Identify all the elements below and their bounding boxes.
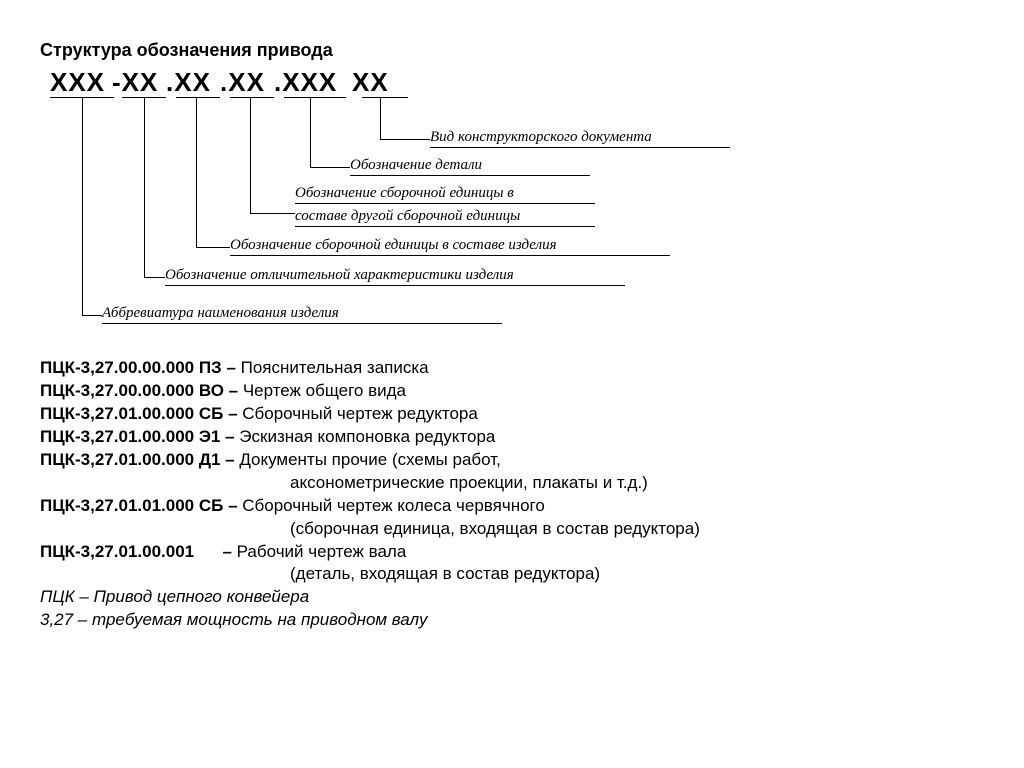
doc-desc: Рабочий чертеж вала bbox=[237, 542, 407, 561]
doc-entry: ПЦК-3,27.01.00.000 Э1 – Эскизная компоно… bbox=[40, 426, 984, 449]
pattern-segment: .ХХ bbox=[166, 67, 211, 98]
doc-desc: Сборочный чертеж редуктора bbox=[242, 404, 478, 423]
bracket-label: Обозначение сборочной единицы в составе … bbox=[230, 237, 670, 260]
bracket-vline bbox=[144, 97, 145, 277]
pattern-underline bbox=[176, 97, 220, 98]
doc-desc: Сборочный чертеж колеса червячного bbox=[242, 496, 545, 515]
doc-code: ПЦК-3,27.01.00.001 bbox=[40, 542, 194, 561]
doc-code: ПЦК-3,27.01.00.000 СБ bbox=[40, 404, 223, 423]
doc-code: ПЦК-3,27.01.01.000 СБ bbox=[40, 496, 223, 515]
footnotes: ПЦК – Привод цепного конвейера3,27 – тре… bbox=[40, 586, 984, 632]
footnote: ПЦК – Привод цепного конвейера bbox=[40, 586, 984, 609]
doc-code: ПЦК-3,27.01.00.000 Д1 bbox=[40, 450, 220, 469]
doc-desc-cont: (сборочная единица, входящая в состав ре… bbox=[40, 518, 984, 541]
dash: – bbox=[223, 404, 242, 423]
document-list: ПЦК-3,27.00.00.000 ПЗ – Пояснительная за… bbox=[40, 357, 984, 586]
designation-diagram: ХХХ-ХХ .ХХ .ХХ .ХХХ ХХ Вид конструкторского … bbox=[40, 67, 940, 347]
doc-desc: Чертеж общего вида bbox=[243, 381, 406, 400]
dash: – bbox=[223, 496, 242, 515]
pattern-underline bbox=[284, 97, 346, 98]
bracket-hline bbox=[196, 247, 230, 248]
pattern-segment: -ХХ bbox=[112, 67, 158, 98]
page-title: Структура обозначения привода bbox=[40, 40, 984, 61]
doc-code: ПЦК-3,27.01.00.000 Э1 bbox=[40, 427, 220, 446]
doc-code: ПЦК-3,27.00.00.000 ПЗ bbox=[40, 358, 222, 377]
doc-entry: ПЦК-3,27.01.00.001 – Рабочий чертеж вала bbox=[40, 541, 984, 564]
doc-entry: ПЦК-3,27.00.00.000 ПЗ – Пояснительная за… bbox=[40, 357, 984, 380]
dash: – bbox=[222, 358, 241, 377]
doc-desc-cont: аксонометрические проекции, плакаты и т.… bbox=[40, 472, 984, 495]
doc-desc-cont: (деталь, входящая в состав редуктора) bbox=[40, 563, 984, 586]
doc-code: ПЦК-3,27.00.00.000 ВО bbox=[40, 381, 224, 400]
bracket-vline bbox=[82, 97, 83, 315]
bracket-label: Обозначение отличительной характеристики… bbox=[165, 267, 625, 290]
pattern-segment: ХХ bbox=[352, 67, 389, 98]
pattern-underline bbox=[362, 97, 408, 98]
doc-entry: ПЦК-3,27.01.00.000 Д1 – Документы прочие… bbox=[40, 449, 984, 472]
bracket-label: Обозначение сборочной единицы всоставе д… bbox=[295, 185, 595, 231]
bracket-vline bbox=[380, 97, 381, 139]
pattern-underline bbox=[230, 97, 274, 98]
pattern-segment: ХХХ bbox=[50, 67, 105, 98]
dash: – bbox=[220, 450, 239, 469]
doc-desc: Эскизная компоновка редуктора bbox=[239, 427, 495, 446]
pattern-segment: .ХХ bbox=[220, 67, 265, 98]
bracket-hline bbox=[82, 315, 102, 316]
doc-entry: ПЦК-3,27.00.00.000 ВО – Чертеж общего ви… bbox=[40, 380, 984, 403]
bracket-label: Обозначение детали bbox=[350, 157, 590, 180]
bracket-vline bbox=[310, 97, 311, 167]
doc-entry: ПЦК-3,27.01.01.000 СБ – Сборочный чертеж… bbox=[40, 495, 984, 518]
dash: – bbox=[220, 427, 239, 446]
bracket-hline bbox=[250, 213, 295, 214]
dash: – bbox=[194, 542, 237, 561]
bracket-label: Вид конструкторского документа bbox=[430, 129, 730, 152]
dash: – bbox=[224, 381, 243, 400]
footnote: 3,27 – требуемая мощность на приводном в… bbox=[40, 609, 984, 632]
doc-desc: Документы прочие (схемы работ, bbox=[239, 450, 501, 469]
bracket-hline bbox=[380, 139, 430, 140]
doc-entry: ПЦК-3,27.01.00.000 СБ – Сборочный чертеж… bbox=[40, 403, 984, 426]
pattern-segment: .ХХХ bbox=[274, 67, 337, 98]
bracket-vline bbox=[196, 97, 197, 247]
bracket-vline bbox=[250, 97, 251, 213]
bracket-hline bbox=[310, 167, 350, 168]
bracket-hline bbox=[144, 277, 165, 278]
bracket-label: Аббревиатура наименования изделия bbox=[102, 305, 502, 328]
doc-desc: Пояснительная записка bbox=[241, 358, 429, 377]
